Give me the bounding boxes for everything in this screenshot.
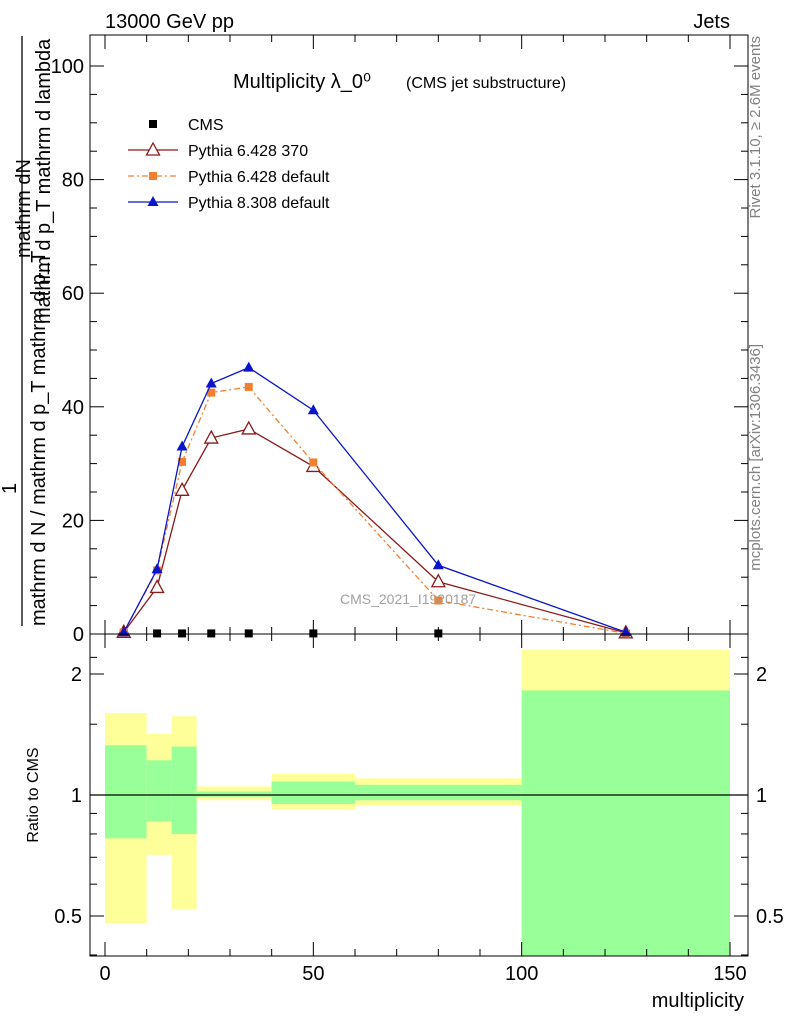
- watermark: CMS_2021_I1920187: [340, 591, 476, 607]
- data-point: [244, 629, 253, 638]
- data-point: [178, 629, 187, 638]
- ratio-band-inner: [196, 791, 272, 797]
- ratio-ytick-label: 0.5: [54, 906, 82, 928]
- header-energy: 13000 GeV pp: [105, 11, 234, 33]
- ylabel-top: mathrm dN: [13, 159, 35, 258]
- main-ytick-label: 40: [62, 397, 84, 419]
- main-subtitle: (CMS jet substructure): [406, 75, 566, 92]
- data-point: [241, 420, 257, 435]
- ratio-bands: [90, 649, 748, 956]
- data-point: [207, 388, 216, 397]
- data-point: [178, 457, 187, 466]
- ratio-band-inner: [271, 781, 355, 804]
- data-point: [145, 141, 161, 156]
- ratio-ytick-label-right: 2: [756, 664, 767, 686]
- main-ytick-label: 80: [62, 170, 84, 192]
- data-point: [205, 377, 217, 388]
- main-ytick-label: 0: [73, 624, 84, 646]
- ratio-ytick-label: 1: [71, 785, 82, 807]
- data-point: [153, 629, 162, 638]
- legend-label: Pythia 6.428 370: [188, 143, 308, 160]
- data-point: [243, 361, 255, 372]
- series-line: [123, 366, 627, 633]
- ratio-panel: 0.5 0.5 1 1 2 2 0 50 100 150 Ratio to CMS multipl…: [25, 633, 784, 1012]
- ratio-ylabel: Ratio to CMS: [25, 747, 42, 842]
- xtick-label: 100: [505, 963, 538, 985]
- data-point: [149, 120, 157, 128]
- data-point: [244, 382, 253, 391]
- main-ytick-label: 20: [62, 510, 84, 532]
- legend-entry: CMS: [149, 117, 224, 134]
- xtick-label: 50: [302, 963, 324, 985]
- data-point: [309, 458, 318, 467]
- data-point: [307, 404, 319, 415]
- ylabel-frac-num: 1: [0, 483, 21, 494]
- legend-entry: Pythia 8.308 default: [128, 195, 330, 212]
- data-point: [430, 573, 446, 588]
- ratio-axis-ticks: 0.5 0.5 1 1 2 2 0 50 100 150: [54, 634, 784, 985]
- ratio-ytick-label: 2: [71, 664, 82, 686]
- data-point: [309, 629, 318, 638]
- main-axis-ticks: 0 20 40 60 80 100: [51, 35, 748, 646]
- main-ytick-label: 60: [62, 283, 84, 305]
- main-title: Multiplicity λ_0⁰: [233, 71, 371, 93]
- ratio-band-inner: [521, 690, 730, 956]
- data-point: [147, 196, 159, 206]
- ratio-band-inner: [105, 745, 147, 839]
- data-point: [149, 579, 165, 594]
- ratio-band-inner: [146, 760, 172, 822]
- legend: CMS Pythia 6.428 370 Pythia 6.428 default P…: [128, 117, 330, 212]
- legend-label: Pythia 6.428 default: [188, 169, 330, 186]
- legend-entry: Pythia 6.428 370: [128, 141, 308, 160]
- data-point: [176, 440, 188, 451]
- data-point: [434, 596, 443, 605]
- ratio-frame: [89, 633, 749, 957]
- data-point: [149, 172, 157, 180]
- ratio-band-inner: [355, 784, 522, 801]
- header-category: Jets: [693, 11, 730, 33]
- main-panel: 0 20 40 60 80 100 Multiplicity λ_0⁰ (CMS jet …: [0, 34, 749, 646]
- data-point: [203, 429, 219, 444]
- ylabel-bottom: mathrm d N / mathrm d p_T mathrm d p_T: [28, 251, 50, 626]
- data-point: [151, 563, 163, 574]
- main-ytick-label: 100: [51, 56, 84, 78]
- ratio-ytick-label-right: 1: [756, 785, 767, 807]
- ratio-band-inner: [171, 746, 197, 834]
- main-series-layer: [116, 361, 634, 639]
- legend-entry: Pythia 6.428 default: [128, 169, 330, 186]
- data-point: [434, 629, 443, 638]
- x-axis-label: multiplicity: [652, 990, 744, 1012]
- data-point: [174, 481, 190, 496]
- data-point: [207, 629, 216, 638]
- xtick-label: 150: [713, 963, 746, 985]
- xtick-label: 0: [99, 963, 110, 985]
- legend-label: Pythia 8.308 default: [188, 195, 330, 212]
- mcplots-label: mcplots.cern.ch [arXiv:1306.3436]: [747, 344, 764, 571]
- series-line: [123, 386, 626, 635]
- series-3: [118, 361, 632, 637]
- ratio-ytick-label-right: 0.5: [756, 906, 784, 928]
- ylabel-mid: mathrm d p_T mathrm d lambda: [33, 38, 55, 324]
- legend-label: CMS: [188, 117, 224, 134]
- data-point: [432, 559, 444, 570]
- rivet-label: Rivet 3.1.10, ≥ 2.6M events: [747, 36, 764, 219]
